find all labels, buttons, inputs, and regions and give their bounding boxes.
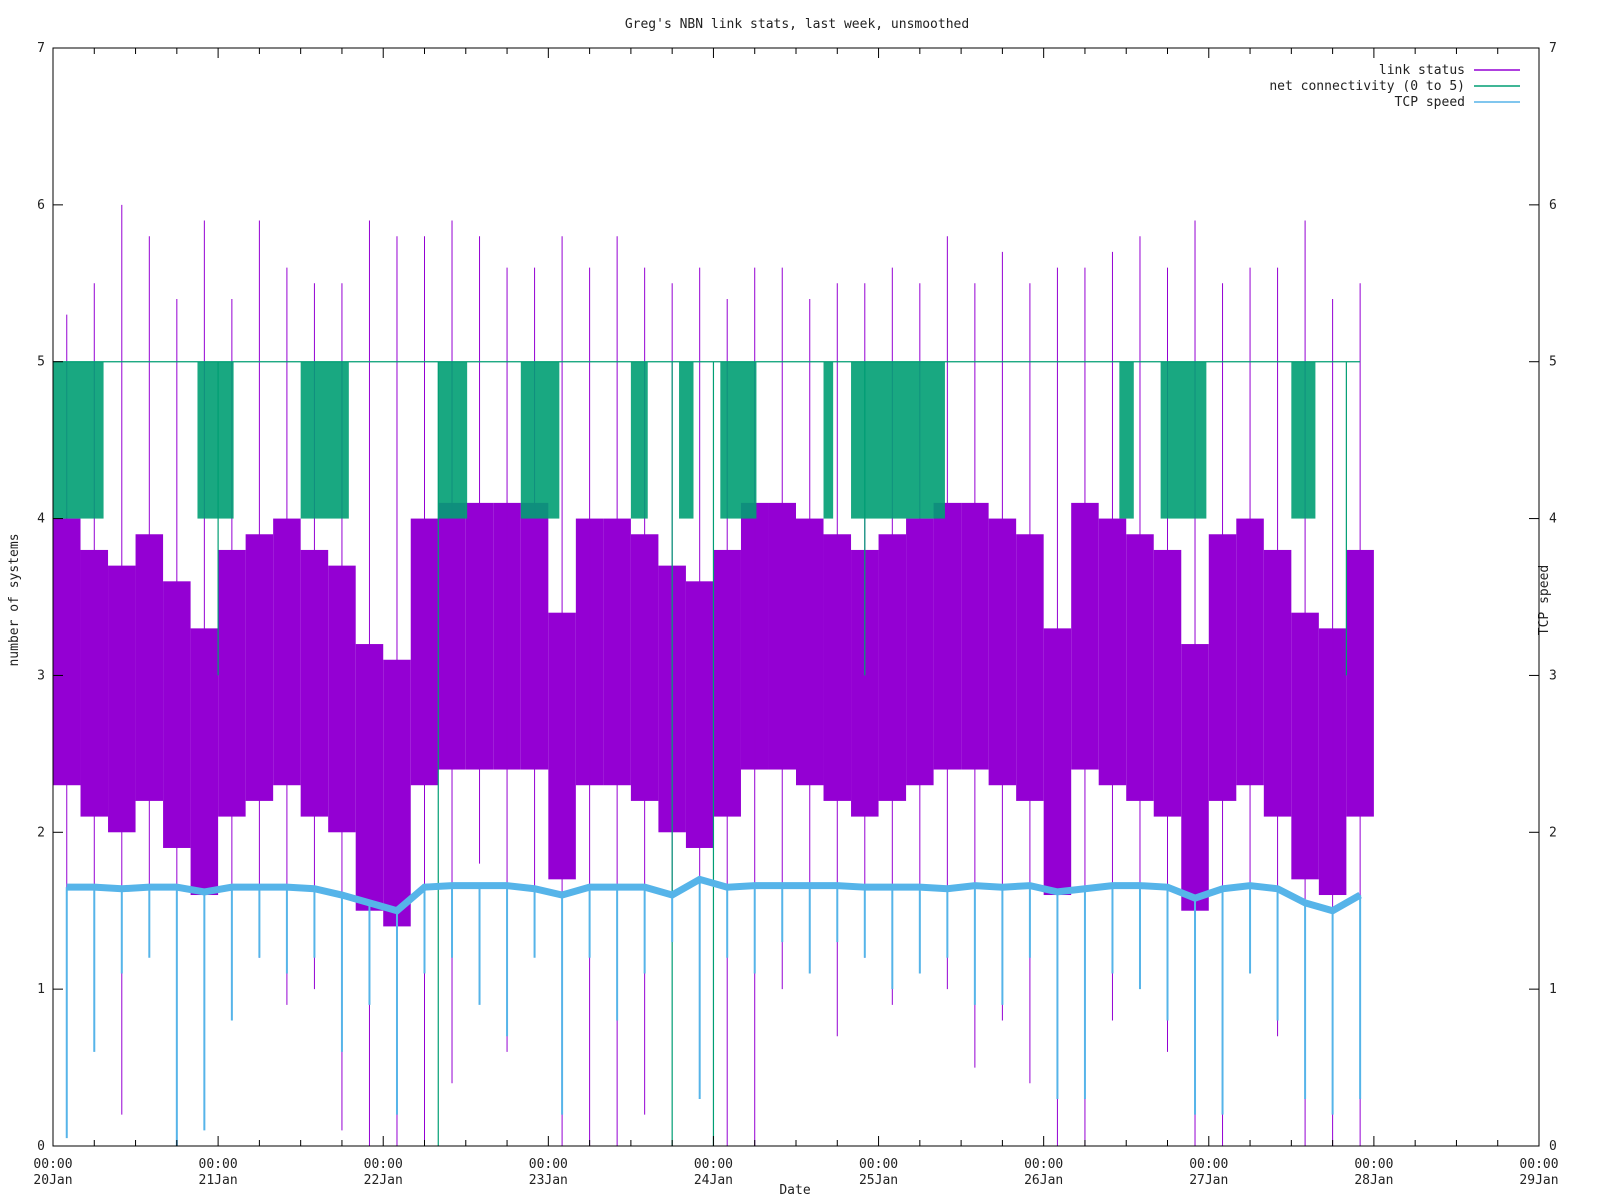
x-tick-date-label: 21Jan <box>199 1173 238 1188</box>
y-tick-label: 2 <box>37 825 45 840</box>
net-connectivity-band <box>679 361 694 519</box>
net-connectivity-band <box>520 361 560 519</box>
x-tick-date-label: 24Jan <box>694 1173 733 1188</box>
net-connectivity-band <box>197 361 234 519</box>
net-connectivity-band <box>438 361 468 519</box>
y-tick-label: 7 <box>37 41 45 56</box>
x-tick-time-label: 00:00 <box>859 1157 898 1172</box>
x-tick-time-label: 00:00 <box>364 1157 403 1172</box>
net-connectivity-band <box>1160 361 1207 519</box>
x-tick-date-label: 27Jan <box>1189 1173 1228 1188</box>
y-tick-label: 3 <box>37 668 45 683</box>
series-layer <box>53 204 1374 1146</box>
y2-tick-label: 2 <box>1549 825 1557 840</box>
y-tick-label: 0 <box>37 1139 45 1154</box>
net-connectivity-band <box>720 361 757 519</box>
x-tick-time-label: 00:00 <box>1519 1157 1558 1172</box>
axes-layer: 0 01 12 23 34 45 56 67 700:0020Jan00:0021Jan00:0… <box>33 41 1558 1188</box>
net-connectivity-band <box>1291 361 1316 519</box>
legend-label: net connectivity (0 to 5) <box>1269 79 1465 94</box>
x-tick-time-label: 00:00 <box>199 1157 238 1172</box>
y2-tick-label: 4 <box>1549 512 1557 527</box>
legend-label: TCP speed <box>1395 95 1465 110</box>
tcp-speed-line <box>66 875 1362 915</box>
x-tick-date-label: 29Jan <box>1519 1173 1558 1188</box>
x-tick-date-label: 28Jan <box>1354 1173 1393 1188</box>
net-connectivity-band <box>823 361 834 519</box>
net-connectivity-band <box>630 361 648 519</box>
x-tick-time-label: 00:00 <box>1024 1157 1063 1172</box>
y-tick-label: 1 <box>37 982 45 997</box>
y2-tick-label: 7 <box>1549 41 1557 56</box>
net-connectivity-band <box>53 361 104 519</box>
y-tick-label: 4 <box>37 512 45 527</box>
x-tick-time-label: 00:00 <box>694 1157 733 1172</box>
net-connectivity-band <box>1119 361 1134 519</box>
x-tick-date-label: 22Jan <box>364 1173 403 1188</box>
x-tick-date-label: 20Jan <box>33 1173 72 1188</box>
y2-tick-label: 0 <box>1549 1139 1557 1154</box>
y2-tick-label: 1 <box>1549 982 1557 997</box>
x-tick-time-label: 00:00 <box>529 1157 568 1172</box>
y2-tick-label: 5 <box>1549 355 1557 370</box>
x-tick-time-label: 00:00 <box>1189 1157 1228 1172</box>
legend-label: link status <box>1379 63 1465 78</box>
x-axis-label: Date <box>779 1183 810 1198</box>
y2-tick-label: 6 <box>1549 198 1557 213</box>
y2-axis-label: TCP speed <box>1537 565 1552 635</box>
y-tick-label: 6 <box>37 198 45 213</box>
x-tick-date-label: 25Jan <box>859 1173 898 1188</box>
x-tick-date-label: 23Jan <box>529 1173 568 1188</box>
net-connectivity-band <box>851 361 945 519</box>
chart-title: Greg's NBN link stats, last week, unsmoo… <box>625 17 969 32</box>
net-connectivity-band <box>300 361 349 519</box>
x-tick-time-label: 00:00 <box>33 1157 72 1172</box>
x-tick-time-label: 00:00 <box>1354 1157 1393 1172</box>
y2-tick-label: 3 <box>1549 668 1557 683</box>
y-tick-label: 5 <box>37 355 45 370</box>
x-tick-date-label: 26Jan <box>1024 1173 1063 1188</box>
y-axis-label: number of systems <box>7 533 22 666</box>
